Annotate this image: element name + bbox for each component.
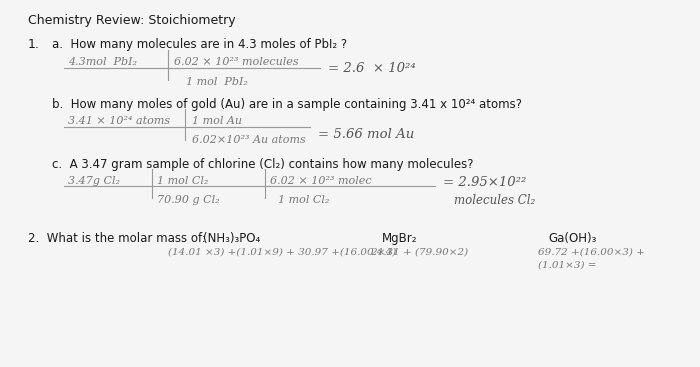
Text: 1.: 1. (28, 38, 40, 51)
Text: Ga(OH)₃: Ga(OH)₃ (548, 232, 596, 245)
Text: 70.90 g Cl₂: 70.90 g Cl₂ (157, 195, 220, 205)
Text: 4.3mol  PbI₂: 4.3mol PbI₂ (68, 57, 137, 67)
Text: 3.41 × 10²⁴ atoms: 3.41 × 10²⁴ atoms (68, 116, 170, 126)
Text: 69.72 +(16.00×3) +: 69.72 +(16.00×3) + (538, 248, 645, 257)
Text: c.  A 3.47 gram sample of chlorine (Cl₂) contains how many molecules?: c. A 3.47 gram sample of chlorine (Cl₂) … (52, 158, 473, 171)
Text: (NH₃)₃PO₄: (NH₃)₃PO₄ (203, 232, 260, 245)
Text: 3.47g Cl₂: 3.47g Cl₂ (68, 176, 120, 186)
Text: a.  How many molecules are in 4.3 moles of PbI₂ ?: a. How many molecules are in 4.3 moles o… (52, 38, 347, 51)
Text: (14.01 ×3) +(1.01×9) + 30.97 +(16.00 ×4): (14.01 ×3) +(1.01×9) + 30.97 +(16.00 ×4) (168, 248, 396, 257)
Text: 24.31 + (79.90×2): 24.31 + (79.90×2) (370, 248, 468, 257)
Text: = 2.6  × 10²⁴: = 2.6 × 10²⁴ (328, 62, 416, 75)
Text: = 5.66 mol Au: = 5.66 mol Au (318, 128, 414, 141)
Text: 6.02×10²³ Au atoms: 6.02×10²³ Au atoms (192, 135, 306, 145)
Text: 6.02 × 10²³ molec: 6.02 × 10²³ molec (270, 176, 372, 186)
Text: 1 mol Cl₂: 1 mol Cl₂ (278, 195, 330, 205)
Text: molecules Cl₂: molecules Cl₂ (454, 194, 536, 207)
Text: 2.  What is the molar mass of:: 2. What is the molar mass of: (28, 232, 206, 245)
Text: 1 mol  PbI₂: 1 mol PbI₂ (186, 77, 248, 87)
Text: (1.01×3) =: (1.01×3) = (538, 261, 596, 270)
Text: b.  How many moles of gold (Au) are in a sample containing 3.41 x 10²⁴ atoms?: b. How many moles of gold (Au) are in a … (52, 98, 522, 111)
Text: MgBr₂: MgBr₂ (382, 232, 417, 245)
Text: Chemistry Review: Stoichiometry: Chemistry Review: Stoichiometry (28, 14, 236, 27)
Text: 6.02 × 10²³ molecules: 6.02 × 10²³ molecules (174, 57, 299, 67)
Text: 1 mol Cl₂: 1 mol Cl₂ (157, 176, 209, 186)
Text: 1 mol Au: 1 mol Au (192, 116, 242, 126)
Text: = 2.95×10²²: = 2.95×10²² (443, 176, 526, 189)
